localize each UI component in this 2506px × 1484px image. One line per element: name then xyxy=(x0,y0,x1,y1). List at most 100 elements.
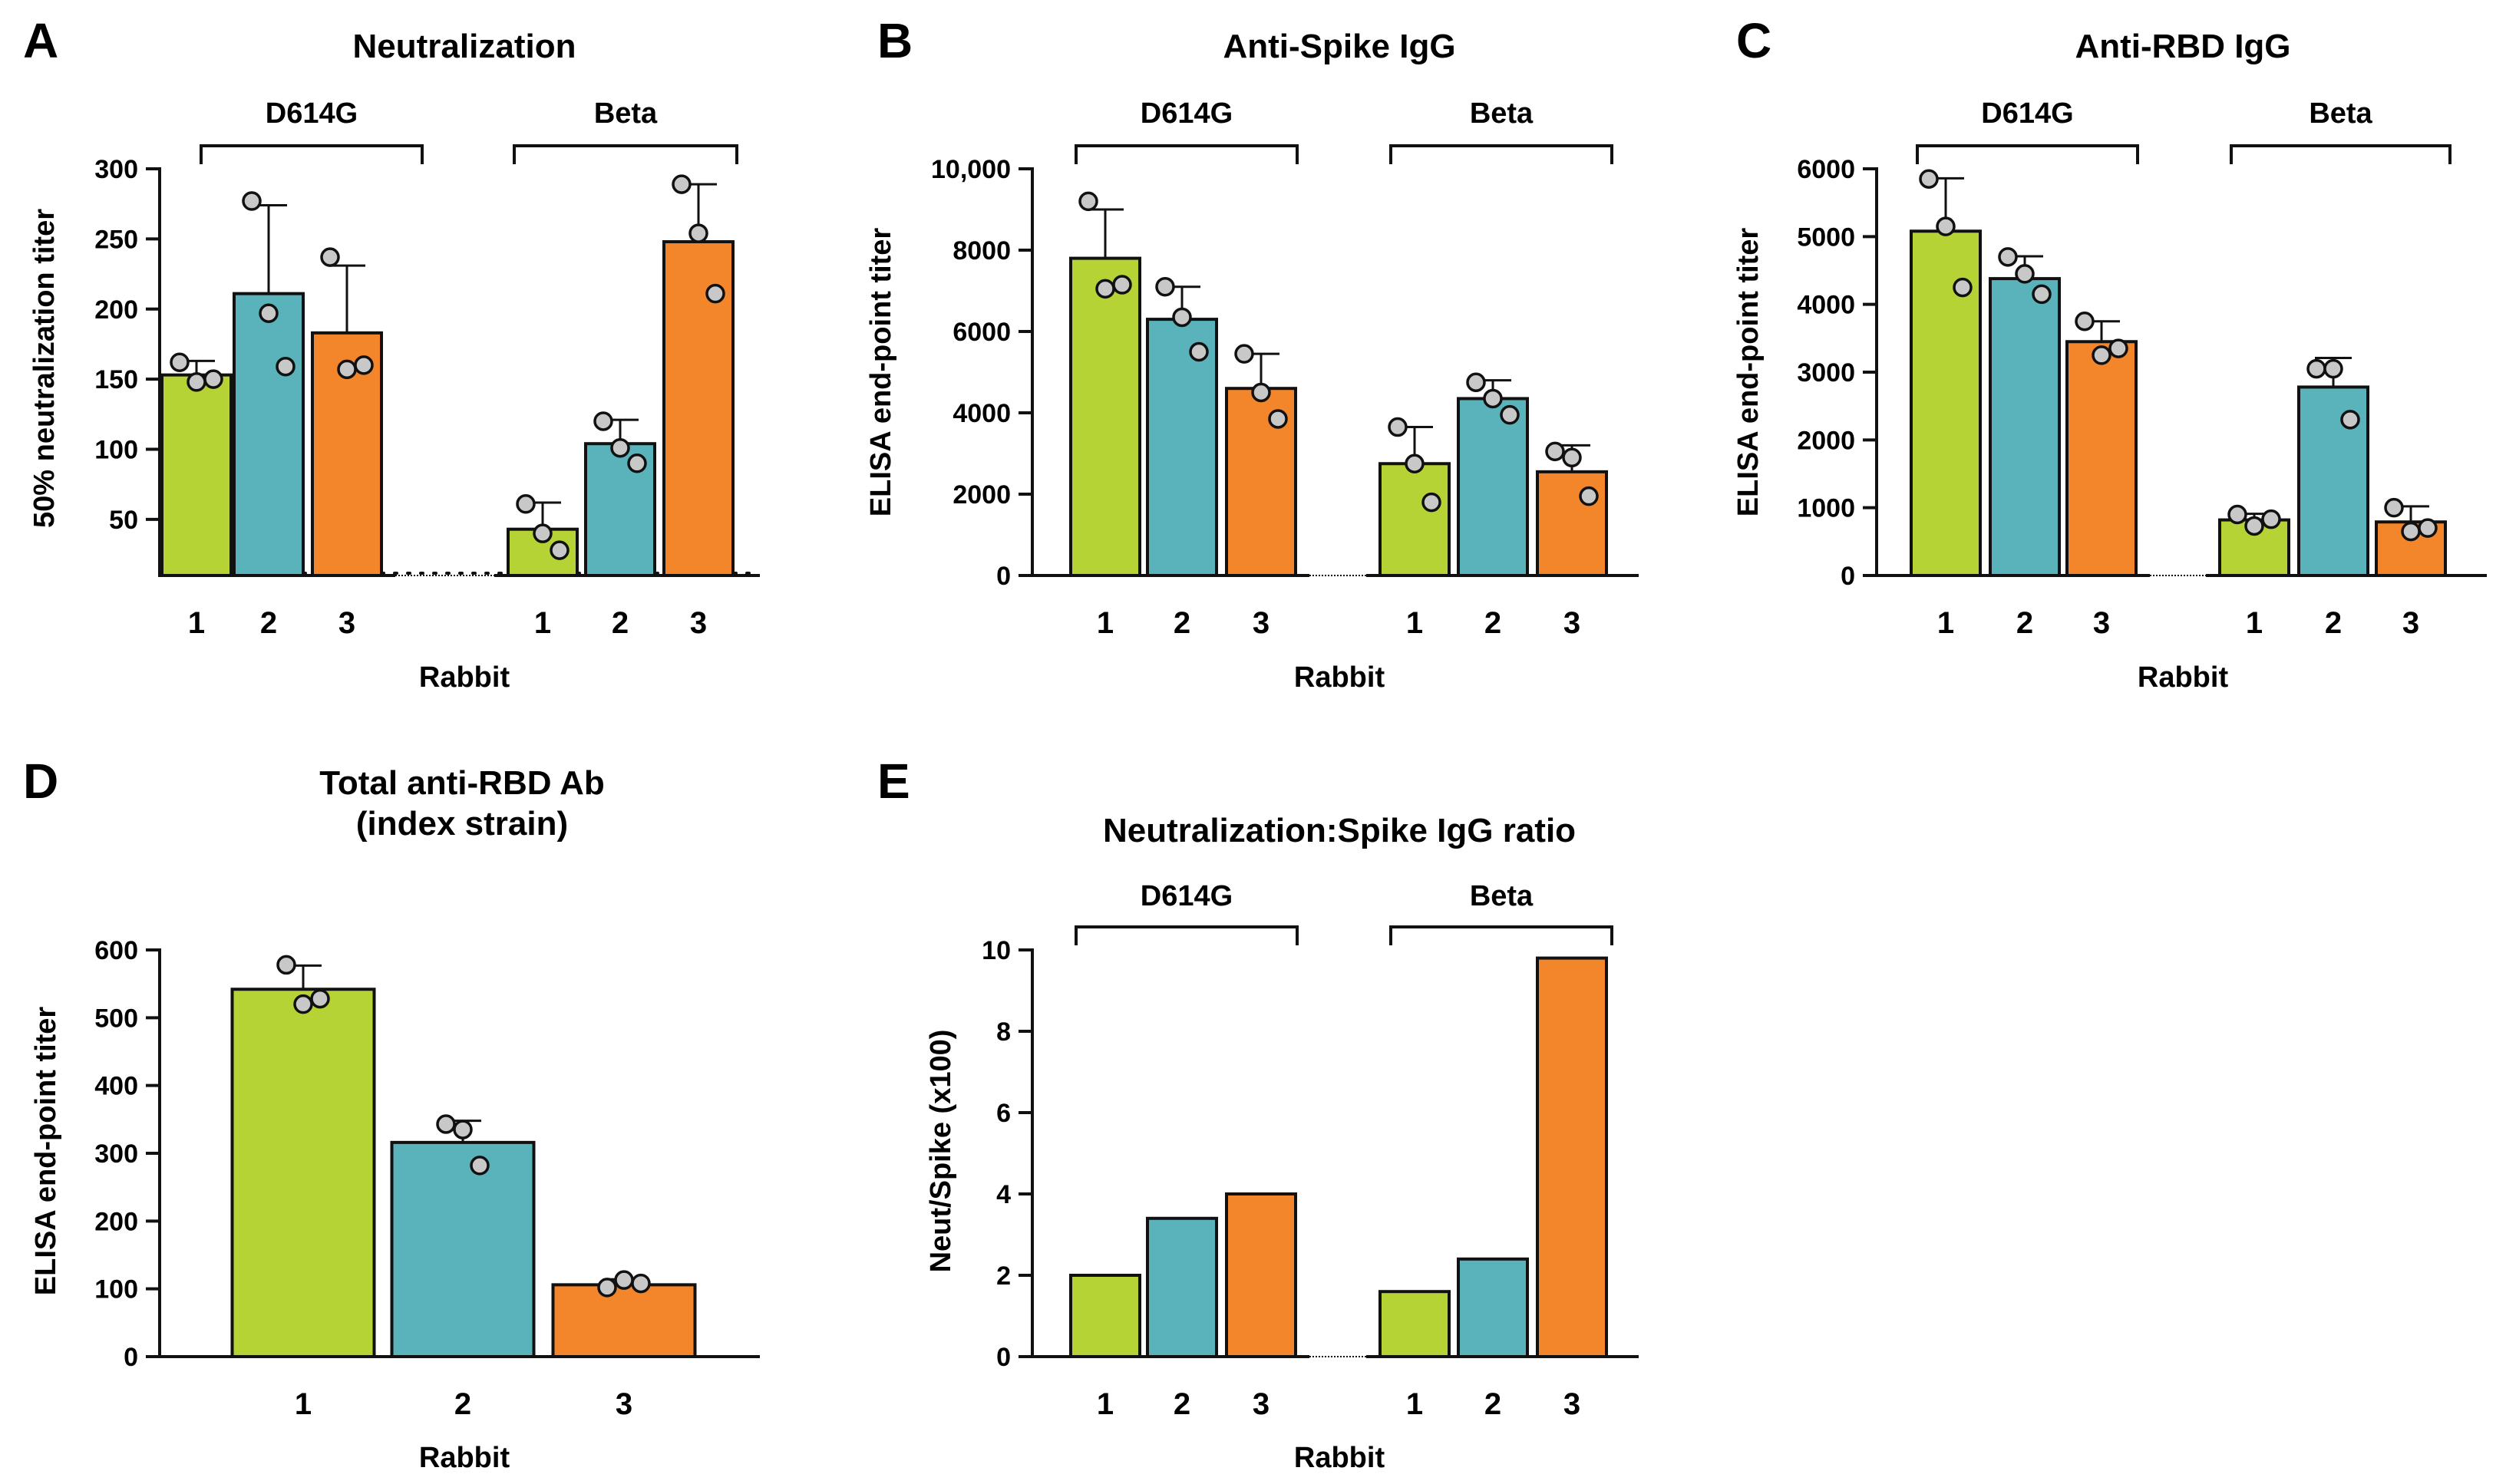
group-bracket xyxy=(1916,144,2139,164)
data-point xyxy=(453,1120,473,1139)
x-tick-label: 3 xyxy=(2402,606,2419,640)
x-tick-label: 2 xyxy=(1174,1387,1190,1421)
data-point xyxy=(1579,486,1599,506)
y-tick-label: 8000 xyxy=(953,236,1011,265)
data-point xyxy=(1483,388,1503,409)
y-tick-label: 6 xyxy=(996,1099,1011,1128)
panel-e: E Neutralization:Spike IgG ratio 0 2 4 6 8 10 Ne… xyxy=(877,754,1639,1474)
x-tick-label: 1 xyxy=(1406,1387,1423,1421)
data-point xyxy=(337,359,357,380)
data-point xyxy=(436,1114,456,1134)
data-point xyxy=(533,523,553,543)
data-point xyxy=(1998,247,2018,267)
y-axis-label: 50% neutralization titer xyxy=(28,209,61,528)
y-tick-label: 3000 xyxy=(1797,358,1855,387)
group-label: D614G xyxy=(1141,97,1233,130)
bar-d614g-rabbit-3 xyxy=(311,331,383,577)
data-point xyxy=(1953,277,1973,298)
x-tick-label: 3 xyxy=(616,1387,632,1421)
chart-title-line: Total anti-RBD Ab xyxy=(319,764,605,802)
x-tick-label: 1 xyxy=(1406,606,1423,640)
x-tick-label: 3 xyxy=(2093,606,2110,640)
group-label: Beta xyxy=(1470,880,1534,912)
bar-d614g-rabbit-2 xyxy=(233,292,305,577)
panel-d: D Total anti-RBD Ab(index strain) 0 100 200 3… xyxy=(23,754,760,1474)
data-point xyxy=(2340,410,2360,430)
y-tick-label: 10 xyxy=(982,936,1011,965)
panel-label: D xyxy=(23,754,58,809)
chart-title-line: (index strain) xyxy=(356,805,568,843)
panel-label: A xyxy=(23,13,58,68)
x-tick-label: 2 xyxy=(1174,606,1190,640)
bar-d614g-rabbit-2 xyxy=(1989,277,2061,577)
data-point xyxy=(1268,409,1288,429)
x-tick-label: 1 xyxy=(534,606,551,640)
data-point xyxy=(550,540,570,560)
y-tick-label: 200 xyxy=(94,1207,138,1236)
x-tick-label: 3 xyxy=(690,606,707,640)
panel-c: C Anti-RBD IgG 0 1000 2000 3000 4000 5000 6000 EL… xyxy=(1732,13,2487,694)
group-label: Beta xyxy=(1470,97,1534,130)
group-bracket xyxy=(1389,925,1613,945)
data-point xyxy=(1172,307,1192,328)
data-point xyxy=(2306,358,2326,379)
data-point xyxy=(354,355,374,375)
bar-beta-rabbit-3 xyxy=(1536,956,1608,1358)
data-point xyxy=(1388,417,1408,437)
y-axis-label: ELISA end-point titer xyxy=(865,228,897,517)
x-tick-label: 3 xyxy=(1563,606,1580,640)
chart-title: Anti-RBD IgG xyxy=(2075,28,2290,65)
y-tick-label: 100 xyxy=(94,1275,138,1304)
bar-beta-rabbit-1 xyxy=(1378,1290,1451,1358)
bar-rabbit-2 xyxy=(390,1140,536,1359)
data-point xyxy=(1919,169,1939,189)
x-tick-label: 1 xyxy=(2246,606,2263,640)
bar-d614g-rabbit-1 xyxy=(1069,1274,1141,1358)
y-axis-label: Neut/Spike (x100) xyxy=(925,1030,957,1273)
y-tick-label: 500 xyxy=(94,1004,138,1033)
group-bracket xyxy=(513,144,738,164)
y-tick-label: 8 xyxy=(996,1017,1011,1047)
group-bracket xyxy=(2230,144,2452,164)
bar-d614g-rabbit-2 xyxy=(1146,318,1218,577)
data-point xyxy=(1078,191,1098,212)
x-tick-label: 1 xyxy=(295,1387,312,1421)
bar-d614g-rabbit-3 xyxy=(1225,1192,1297,1358)
x-tick-label: 3 xyxy=(1253,1387,1270,1421)
data-point xyxy=(1189,341,1209,362)
y-tick-label: 4000 xyxy=(953,399,1011,428)
x-axis-label: Rabbit xyxy=(419,661,510,694)
data-point xyxy=(1562,447,1582,468)
group-bracket xyxy=(1075,144,1299,164)
data-point xyxy=(1234,344,1254,364)
data-point xyxy=(276,955,296,975)
data-point xyxy=(631,1273,651,1294)
x-axis-label: Rabbit xyxy=(2138,661,2229,694)
panel-label: C xyxy=(1736,13,1771,68)
y-tick-label: 250 xyxy=(94,225,138,254)
group-label: Beta xyxy=(2309,97,2372,130)
y-tick-label: 10,000 xyxy=(931,155,1011,184)
x-tick-label: 3 xyxy=(338,606,355,640)
data-point xyxy=(1112,275,1132,295)
y-tick-label: 0 xyxy=(996,562,1011,591)
data-point xyxy=(597,1278,617,1298)
y-tick-label: 0 xyxy=(124,1343,138,1372)
data-point xyxy=(593,411,613,431)
bar-rabbit-3 xyxy=(551,1283,697,1359)
data-point xyxy=(293,994,313,1014)
data-point xyxy=(627,453,647,473)
x-tick-label: 1 xyxy=(1937,606,1954,640)
data-point xyxy=(187,372,206,392)
y-tick-label: 1000 xyxy=(1797,494,1855,523)
data-point xyxy=(1251,382,1271,403)
x-axis-label: Rabbit xyxy=(1294,661,1385,694)
y-tick-label: 0 xyxy=(996,1343,1011,1372)
bar-rabbit-1 xyxy=(230,988,376,1358)
y-tick-label: 600 xyxy=(94,936,138,965)
x-tick-label: 2 xyxy=(2325,606,2342,640)
x-tick-label: 2 xyxy=(612,606,629,640)
x-tick-label: 1 xyxy=(188,606,205,640)
data-point xyxy=(170,352,190,372)
y-tick-label: 400 xyxy=(94,1072,138,1101)
